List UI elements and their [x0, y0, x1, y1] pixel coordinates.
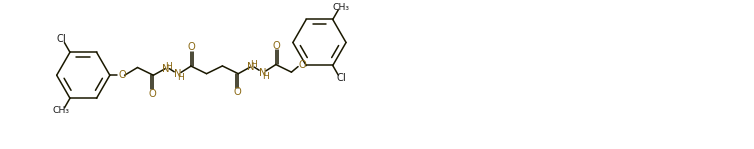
- Text: O: O: [149, 89, 156, 99]
- Text: Cl: Cl: [337, 73, 347, 83]
- Text: N: N: [162, 64, 170, 74]
- Text: N: N: [173, 69, 181, 79]
- Text: H: H: [262, 72, 269, 81]
- Text: N: N: [259, 68, 266, 78]
- Text: H: H: [177, 73, 184, 82]
- Text: Cl: Cl: [57, 34, 66, 44]
- Text: H: H: [250, 60, 257, 69]
- Text: O: O: [188, 42, 195, 52]
- Text: O: O: [118, 70, 126, 80]
- Text: O: O: [273, 41, 280, 51]
- Text: CH₃: CH₃: [53, 106, 70, 115]
- Text: O: O: [299, 60, 307, 70]
- Text: H: H: [166, 62, 173, 71]
- Text: CH₃: CH₃: [333, 3, 350, 12]
- Text: N: N: [247, 62, 254, 72]
- Text: O: O: [233, 87, 241, 97]
